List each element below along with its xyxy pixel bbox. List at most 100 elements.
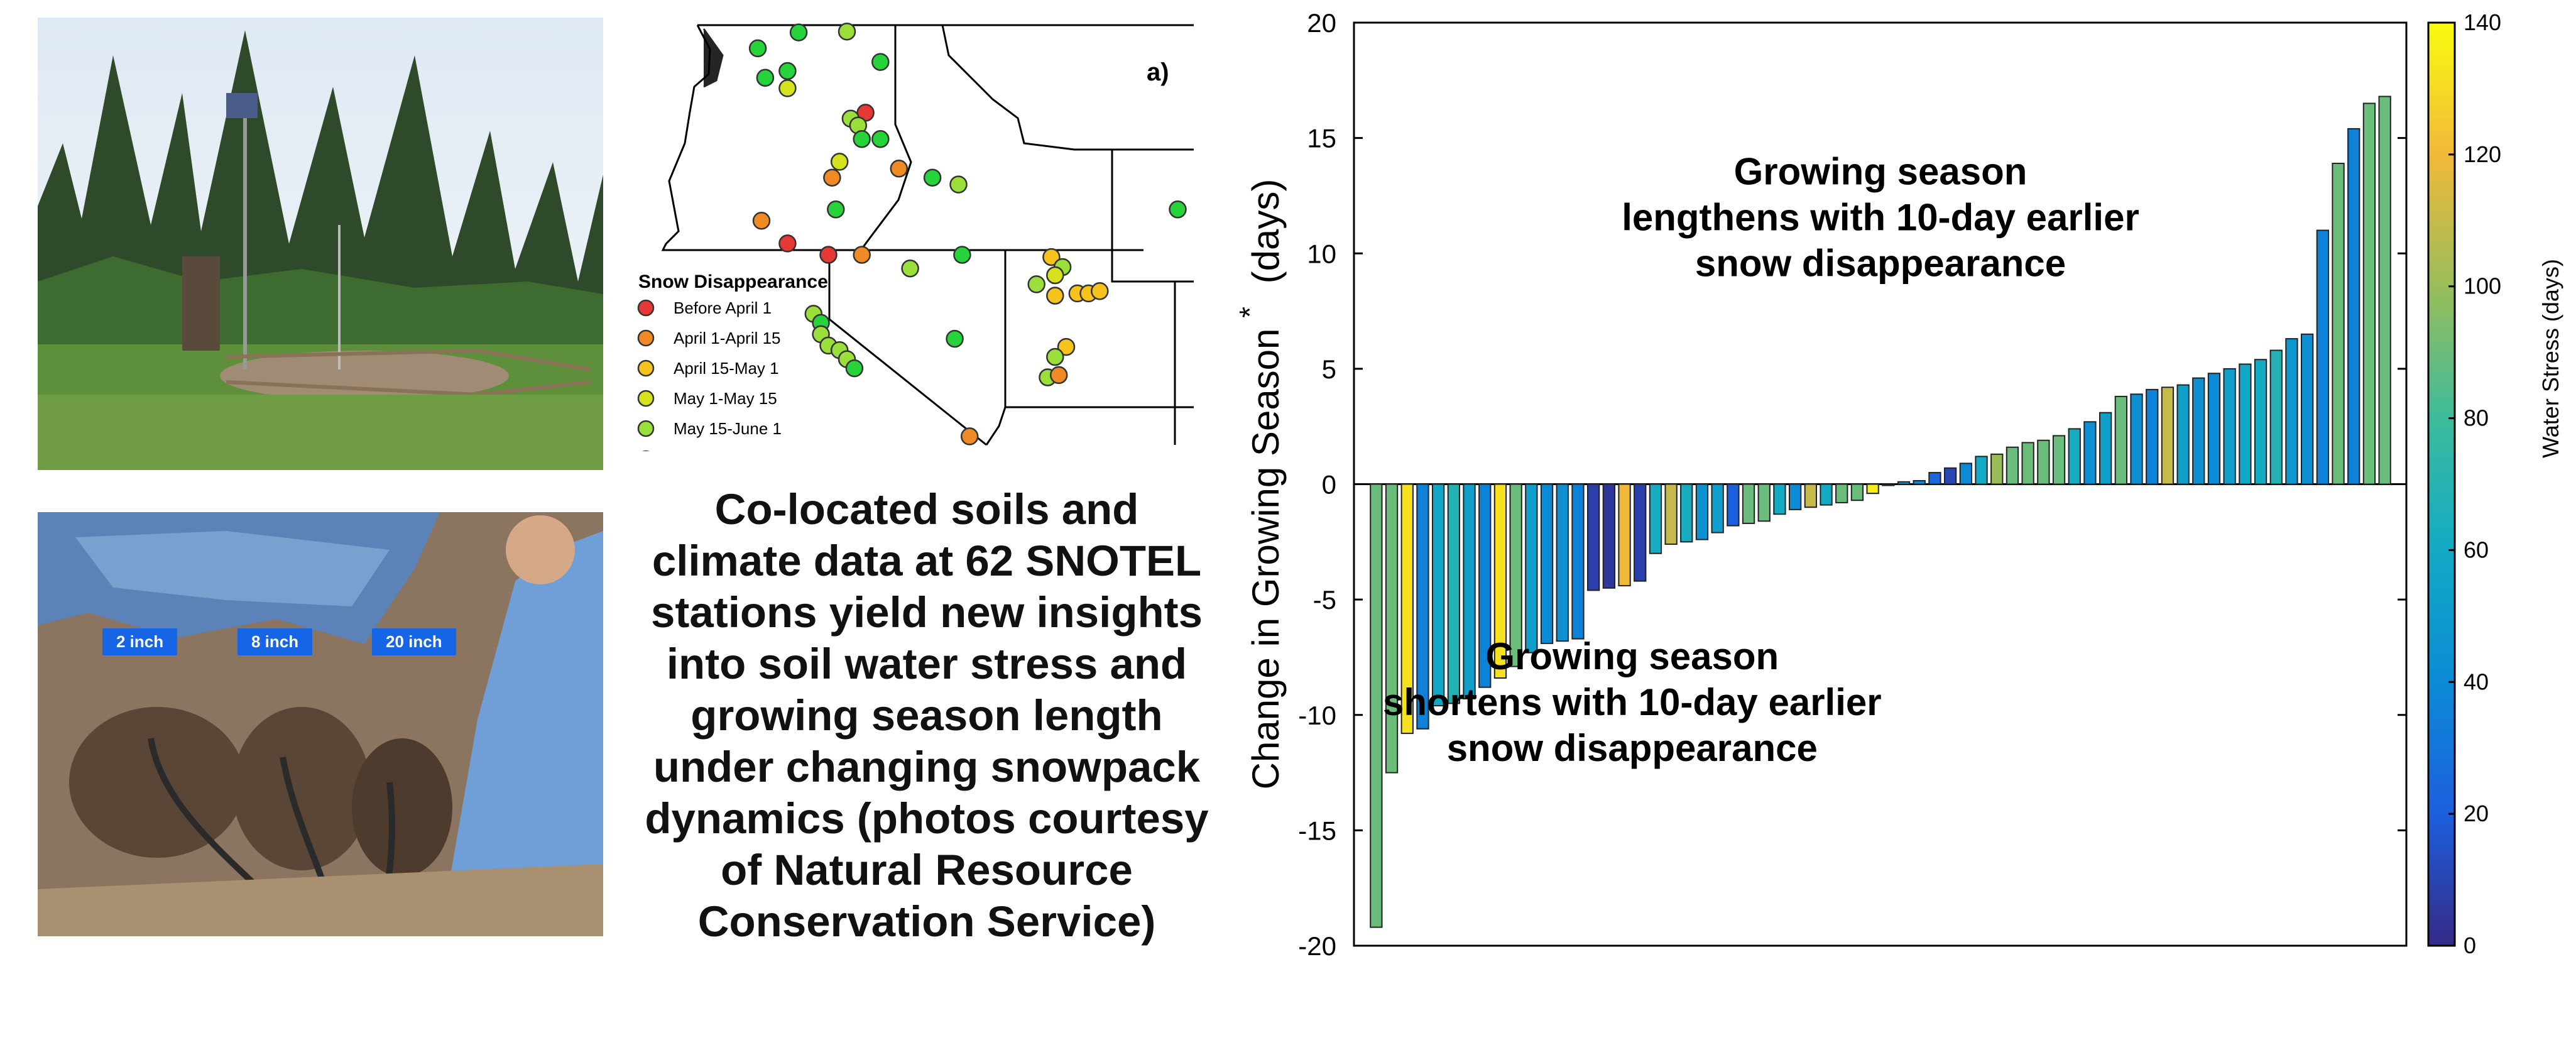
bar: [2207, 373, 2221, 485]
station-marker: [853, 130, 871, 148]
bar: [1385, 483, 1399, 774]
station-marker: [827, 200, 845, 219]
y-tick-label: 0: [1322, 470, 1336, 500]
bar: [2068, 428, 2081, 485]
legend-label: May 1-May 15: [674, 389, 777, 408]
legend-label: Before April 1: [674, 298, 772, 317]
map-legend: Snow Disappearance Before April 1 April 1…: [637, 271, 828, 468]
bar: [1400, 483, 1414, 735]
station-marker: [1027, 275, 1045, 293]
station-marker: [756, 68, 775, 87]
station-marker: [789, 23, 808, 41]
bar: [1711, 483, 1724, 533]
bar: [2347, 128, 2360, 485]
station-marker: [778, 62, 797, 80]
bar: [2021, 442, 2034, 485]
bar: [1602, 483, 1616, 589]
station-marker: [871, 53, 890, 71]
bar: [2239, 363, 2252, 485]
bar: [1680, 483, 1693, 543]
y-tick-label: -10: [1298, 701, 1336, 730]
legend-label: May 15-June 1: [674, 419, 782, 438]
station-marker: [901, 259, 919, 278]
caption-line: Co-located soils and: [714, 485, 1139, 533]
y-tick-label: 20: [1307, 8, 1336, 38]
caption-line: of Natural Resource: [721, 846, 1133, 894]
bar: [2269, 349, 2283, 485]
y-axis-label-group: Change in Growing Season * (days): [1231, 179, 1287, 790]
bar: [1649, 483, 1662, 554]
annotation-line: Growing season: [1734, 151, 2028, 193]
station-marker: [823, 168, 841, 187]
station-marker: [946, 329, 964, 348]
bar: [2146, 388, 2159, 485]
colorbar-tick-label: 60: [2464, 537, 2489, 562]
bar-series: [1370, 96, 2391, 928]
station-marker: [960, 427, 979, 446]
bar: [1525, 483, 1538, 654]
legend-swatch: [637, 390, 655, 407]
bar: [1913, 480, 1926, 485]
bar: [1727, 483, 1740, 527]
caption-line: into soil water stress and: [666, 640, 1187, 688]
station-marker: [1049, 366, 1068, 385]
annotation-line: shortens with 10-day earlier: [1383, 681, 1882, 723]
bar: [1757, 483, 1771, 522]
bar: [1990, 453, 2004, 485]
bar: [1882, 483, 1895, 486]
legend-title: Snow Disappearance: [638, 271, 828, 292]
bar: [2332, 163, 2345, 485]
annotation-line: snow disappearance: [1447, 727, 1818, 769]
station-marker: [1046, 287, 1064, 305]
y-axis-label-marker: *: [1233, 307, 1266, 318]
bar: [2130, 393, 2143, 485]
puget-sound: [702, 28, 724, 88]
colorbar-tick-label: 20: [2464, 801, 2489, 826]
bar: [2099, 412, 2112, 485]
caption-line: Conservation Service): [697, 897, 1156, 946]
depth-tag-2-inch: 2 inch: [102, 628, 178, 655]
bar: [2114, 395, 2127, 485]
annotation-line: lengthens with 10-day earlier: [1622, 197, 2139, 239]
station-marker: [1042, 248, 1061, 266]
growing-season-chart: -20 -15 -10 -5 0 5 10 15 20 Growing season length…: [1231, 0, 2576, 1042]
bar: [1975, 456, 1988, 485]
bar: [1866, 483, 1879, 495]
bar: [1509, 483, 1522, 667]
station-marker: [1057, 337, 1076, 356]
y-tick-label: -20: [1298, 931, 1336, 961]
bar: [1571, 483, 1585, 640]
bar: [1944, 467, 1957, 485]
snow-disappearance-map: a) Snow Disappearance Before April 1 Apri…: [622, 18, 1206, 468]
bar: [1370, 483, 1383, 928]
caption-line: climate data at 62 SNOTEL: [652, 537, 1202, 585]
bar: [1416, 483, 1429, 730]
colorbar: 0 20 40 60 80 100 120 140 Water Stress (days): [2427, 9, 2563, 958]
bar: [1634, 483, 1647, 582]
bar: [1804, 483, 1818, 508]
y-tick-label: -5: [1313, 585, 1336, 615]
y-tick-label: -15: [1298, 816, 1336, 845]
bar: [2037, 439, 2050, 485]
bar: [1789, 483, 1802, 510]
y-axis-label: Change in Growing Season * (days): [1231, 179, 1287, 790]
station-marker: [838, 22, 856, 41]
bar: [1959, 462, 1972, 485]
legend-swatch: [637, 359, 655, 377]
station-marker: [871, 130, 890, 148]
bar: [2362, 102, 2376, 485]
station-marker: [890, 160, 909, 178]
station-marker: [1169, 200, 1187, 219]
caption-line: under changing snowpack: [653, 743, 1201, 791]
station-marker: [949, 175, 968, 194]
bar: [2378, 96, 2391, 485]
bar: [1493, 483, 1507, 679]
annotation-line: Growing season: [1485, 635, 1779, 677]
colorbar-tick-label: 100: [2464, 273, 2501, 299]
bar: [1540, 483, 1554, 644]
bar: [2192, 377, 2205, 485]
bar: [1928, 472, 1941, 485]
bar: [1835, 483, 1848, 503]
bar: [2301, 333, 2314, 485]
bar: [1618, 483, 1631, 587]
